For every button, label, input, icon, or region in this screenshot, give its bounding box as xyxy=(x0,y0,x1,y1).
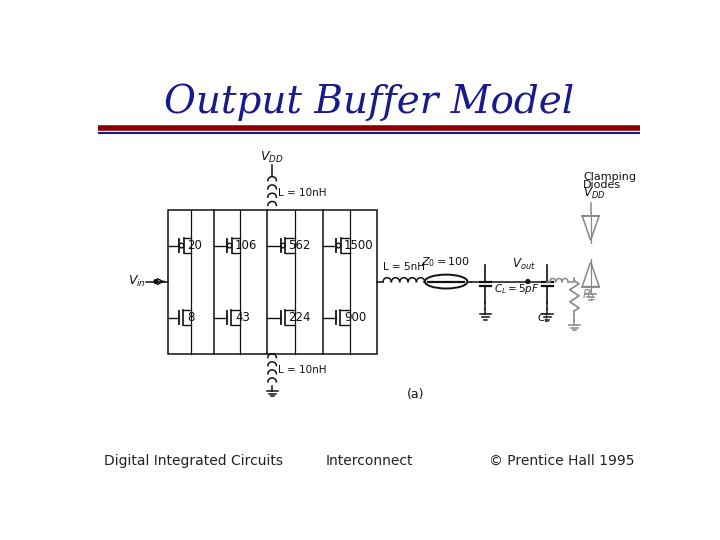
Text: Interconnect: Interconnect xyxy=(325,454,413,468)
Text: $V_{DD}$: $V_{DD}$ xyxy=(261,150,284,165)
Text: 43: 43 xyxy=(235,311,250,324)
Text: 20: 20 xyxy=(187,239,202,252)
Text: $V_{in}$: $V_{in}$ xyxy=(128,274,145,289)
Text: 8: 8 xyxy=(187,311,194,324)
Text: L = 10nH: L = 10nH xyxy=(279,188,327,198)
Circle shape xyxy=(154,280,158,284)
Text: L = 10nH: L = 10nH xyxy=(279,364,327,375)
Text: $V_{DD}$: $V_{DD}$ xyxy=(583,186,606,201)
Text: 1500: 1500 xyxy=(344,239,374,252)
Text: Digital Integrated Circuits: Digital Integrated Circuits xyxy=(104,454,283,468)
Text: $C_L$: $C_L$ xyxy=(537,311,551,325)
Text: 106: 106 xyxy=(235,239,257,252)
Text: © Prentice Hall 1995: © Prentice Hall 1995 xyxy=(489,454,634,468)
Text: Clamping: Clamping xyxy=(583,172,636,182)
Text: Output Buffer Model: Output Buffer Model xyxy=(164,83,574,120)
Text: $V_{out}$: $V_{out}$ xyxy=(512,257,536,272)
Ellipse shape xyxy=(425,275,467,288)
Text: 900: 900 xyxy=(344,311,366,324)
Text: L = 5nH: L = 5nH xyxy=(383,262,425,272)
Bar xyxy=(168,210,377,354)
Text: $C_L= 5pF$: $C_L= 5pF$ xyxy=(494,282,539,296)
Text: $R_L$: $R_L$ xyxy=(582,288,596,303)
Circle shape xyxy=(526,280,530,284)
Text: Diodes: Diodes xyxy=(583,179,621,190)
Text: 562: 562 xyxy=(289,239,311,252)
Text: (a): (a) xyxy=(407,388,424,401)
Text: $Z_0 = 100$: $Z_0 = 100$ xyxy=(421,255,471,269)
Text: 224: 224 xyxy=(289,311,311,324)
